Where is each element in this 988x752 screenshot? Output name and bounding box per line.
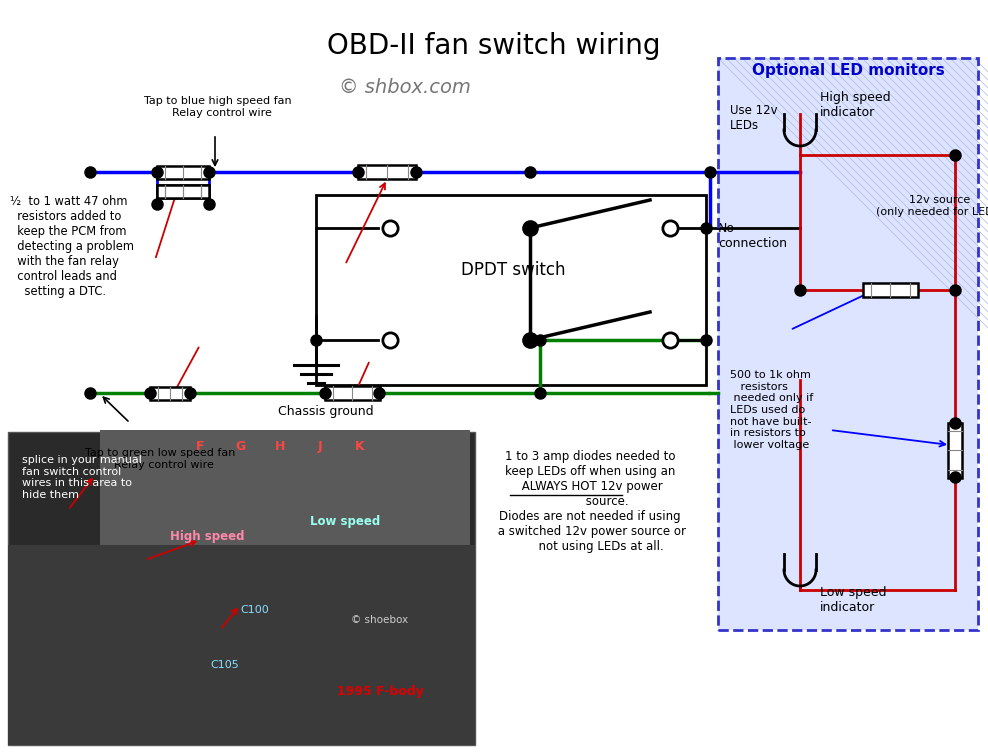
Text: DPDT switch: DPDT switch [460,261,565,279]
Text: 1 to 3 amp diodes needed to
keep LEDs off when using an
 ALWAYS HOT 12v power
  : 1 to 3 amp diodes needed to keep LEDs of… [494,450,686,553]
Bar [157,165,209,178]
Bar [157,184,209,198]
Text: 500 to 1k ohm
   resistors
 needed only if
LEDs used do
not have built-
in resis: 500 to 1k ohm resistors needed only if L… [730,370,813,450]
Text: Tap to blue high speed fan
  Relay control wire: Tap to blue high speed fan Relay control… [144,96,291,118]
Text: H: H [275,440,286,453]
Text: 1995 F-body: 1995 F-body [337,685,424,698]
Text: K: K [356,440,365,453]
Text: © shbox.com: © shbox.com [339,78,471,97]
Text: No
connection: No connection [718,222,787,250]
Text: Use 12v
LEDs: Use 12v LEDs [730,104,778,132]
Text: splice in your manual
fan switch control
wires in this area to
hide them: splice in your manual fan switch control… [22,455,142,500]
Bar [863,283,918,297]
Text: ½  to 1 watt 47 ohm
  resistors added to
  keep the PCM from
  detecting a probl: ½ to 1 watt 47 ohm resistors added to ke… [10,195,134,298]
Bar [358,165,416,179]
Text: G: G [235,440,245,453]
Text: © shoebox: © shoebox [352,615,409,625]
Bar [8,432,475,745]
Bar [100,430,470,560]
Text: Optional LED monitors: Optional LED monitors [752,63,945,78]
Text: C105: C105 [210,660,239,670]
Bar [150,387,190,399]
Text: Low speed
indicator: Low speed indicator [820,586,886,614]
Text: J: J [318,440,322,453]
Text: F: F [196,440,205,453]
Bar [324,386,379,400]
Text: OBD-II fan switch wiring: OBD-II fan switch wiring [327,32,661,60]
Text: High speed: High speed [170,530,244,543]
Text: C100: C100 [240,605,269,615]
Bar [8,545,475,745]
Bar [157,184,209,198]
Bar [948,423,962,478]
Bar [718,58,978,630]
Text: Chassis ground: Chassis ground [279,405,373,418]
Text: 12v source
(only needed for LEDs): 12v source (only needed for LEDs) [876,195,988,217]
Text: High speed
indicator: High speed indicator [820,91,890,119]
Bar [316,195,706,385]
Text: Low speed: Low speed [310,515,380,528]
Bar [718,58,978,630]
Text: Tap to green low speed fan
  Relay control wire: Tap to green low speed fan Relay control… [85,448,235,469]
